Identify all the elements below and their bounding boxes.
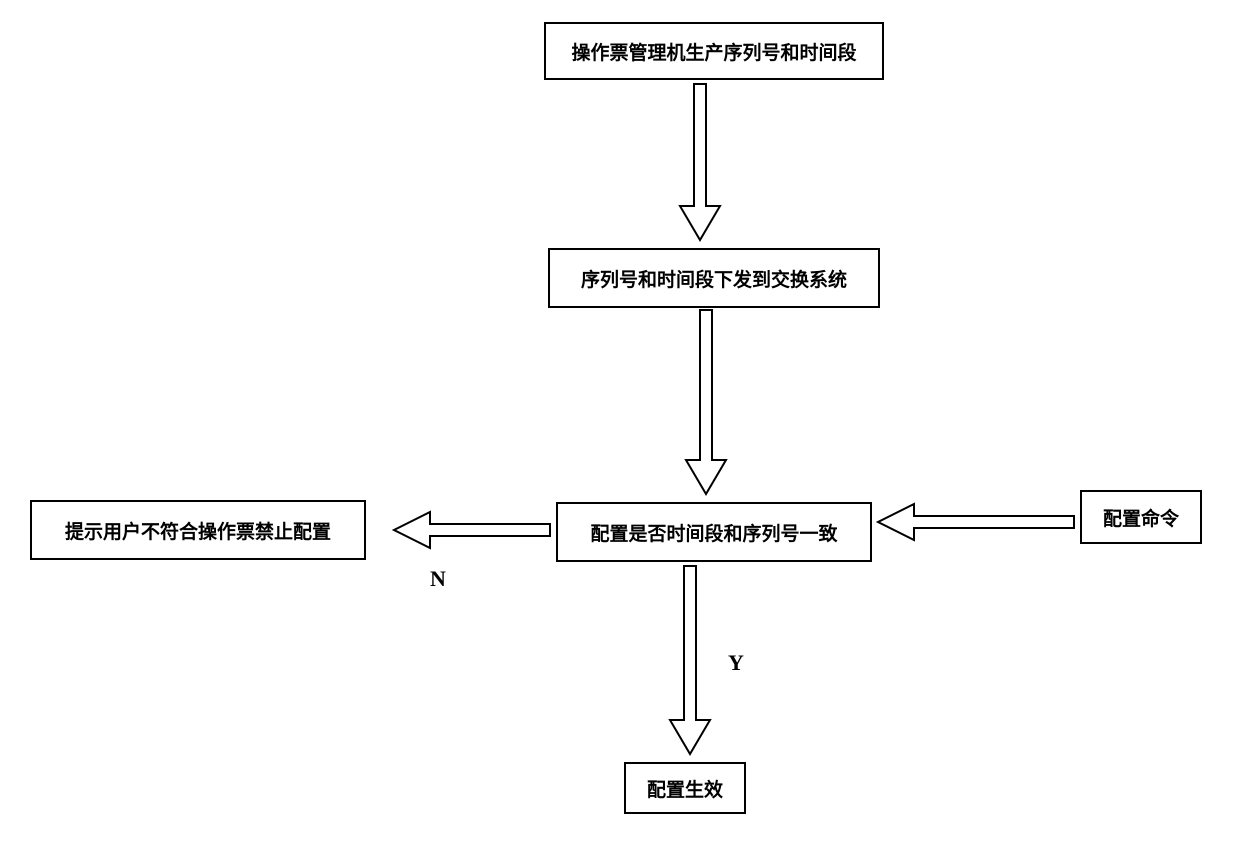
node-label: 配置是否时间段和序列号一致 bbox=[590, 519, 837, 546]
node-label: 提示用户不符合操作票禁止配置 bbox=[65, 517, 331, 544]
node-n3: 配置是否时间段和序列号一致 bbox=[556, 502, 872, 562]
branch-label-text: Y bbox=[728, 650, 744, 675]
node-label: 序列号和时间段下发到交换系统 bbox=[581, 265, 847, 292]
node-label: 配置命令 bbox=[1103, 504, 1179, 531]
node-n2: 序列号和时间段下发到交换系统 bbox=[548, 248, 880, 308]
arrow-n2-n3 bbox=[686, 310, 726, 502]
arrow-n5-n3 bbox=[878, 504, 1074, 540]
arrow-n3-n6 bbox=[670, 566, 710, 762]
arrow-n1-n2 bbox=[680, 84, 720, 248]
node-label: 配置生效 bbox=[647, 775, 723, 802]
node-label: 操作票管理机生产序列号和时间段 bbox=[571, 38, 856, 65]
node-n1: 操作票管理机生产序列号和时间段 bbox=[544, 22, 884, 80]
node-n6: 配置生效 bbox=[624, 762, 746, 814]
arrow-n3-n4 bbox=[394, 512, 550, 548]
node-n4: 提示用户不符合操作票禁止配置 bbox=[30, 500, 366, 560]
branch-label-no: N bbox=[430, 566, 446, 592]
branch-label-yes: Y bbox=[728, 650, 744, 676]
branch-label-text: N bbox=[430, 566, 446, 591]
node-n5: 配置命令 bbox=[1080, 490, 1202, 544]
